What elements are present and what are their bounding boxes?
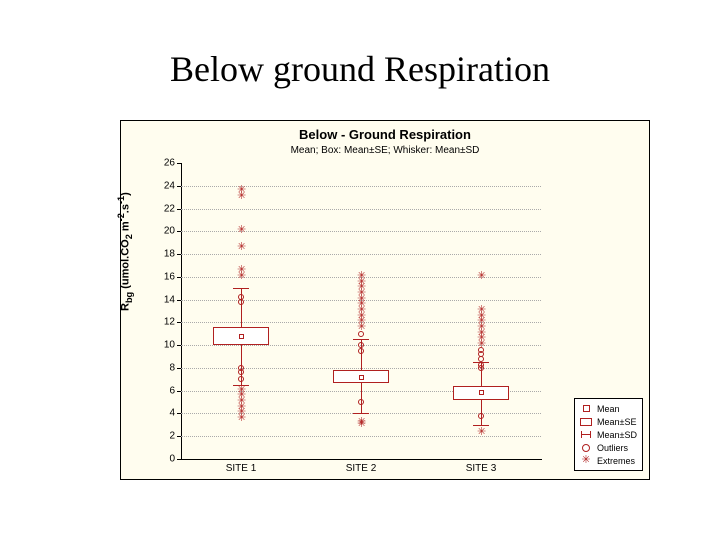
mean-marker <box>359 375 364 380</box>
ytick-label: 6 <box>145 385 175 396</box>
xtick-label: SITE 1 <box>226 463 257 474</box>
chart-subtitle: Mean; Box: Mean±SE; Whisker: Mean±SD <box>121 145 649 156</box>
xtick-label: SITE 2 <box>346 463 377 474</box>
extreme-marker: ✳ <box>237 185 246 196</box>
legend-label: Mean <box>597 404 620 414</box>
legend-row: ✳Extremes <box>580 454 637 467</box>
extreme-marker: ✳ <box>237 242 246 253</box>
chart-title: Below - Ground Respiration <box>121 127 649 142</box>
chart-panel: Below - Ground Respiration Mean; Box: Me… <box>120 120 650 480</box>
legend: Mean Mean±SE Mean±SD Outliers✳Extremes <box>574 398 643 471</box>
ytick-label: 16 <box>145 271 175 282</box>
extreme-marker: ✳ <box>237 265 246 276</box>
extreme-marker: ✳ <box>477 305 486 316</box>
outlier-marker <box>478 362 484 368</box>
outlier-marker <box>478 413 484 419</box>
legend-label: Extremes <box>597 456 635 466</box>
extreme-marker: ✳ <box>357 417 366 428</box>
ytick-label: 8 <box>145 362 175 373</box>
ytick-label: 10 <box>145 340 175 351</box>
ytick-label: 12 <box>145 317 175 328</box>
legend-row: Mean±SE <box>580 415 637 428</box>
legend-row: Mean±SD <box>580 428 637 441</box>
outlier-marker <box>238 365 244 371</box>
ytick-label: 20 <box>145 226 175 237</box>
extreme-marker: ✳ <box>477 271 486 282</box>
page-title: Below ground Respiration <box>0 48 720 90</box>
legend-label: Mean±SD <box>597 430 637 440</box>
extreme-marker: ✳ <box>237 225 246 236</box>
y-axis-label: Rbg (umol.CO2 m-2.s-1) <box>116 192 134 311</box>
extreme-marker: ✳ <box>357 271 366 282</box>
ytick-label: 18 <box>145 249 175 260</box>
ytick-label: 0 <box>145 454 175 465</box>
ytick-label: 14 <box>145 294 175 305</box>
legend-label: Outliers <box>597 443 628 453</box>
ytick-label: 2 <box>145 431 175 442</box>
outlier-marker <box>358 348 364 354</box>
ytick-label: 22 <box>145 203 175 214</box>
legend-label: Mean±SE <box>597 417 636 427</box>
legend-row: Outliers <box>580 441 637 454</box>
ytick-label: 4 <box>145 408 175 419</box>
mean-marker <box>239 334 244 339</box>
extreme-marker: ✳ <box>237 385 246 396</box>
ytick-label: 26 <box>145 158 175 169</box>
ytick-label: 24 <box>145 180 175 191</box>
slide: Below ground Respiration Below - Ground … <box>0 0 720 540</box>
legend-row: Mean <box>580 402 637 415</box>
xtick-label: SITE 3 <box>466 463 497 474</box>
extreme-marker: ✳ <box>477 427 486 438</box>
mean-marker <box>479 390 484 395</box>
